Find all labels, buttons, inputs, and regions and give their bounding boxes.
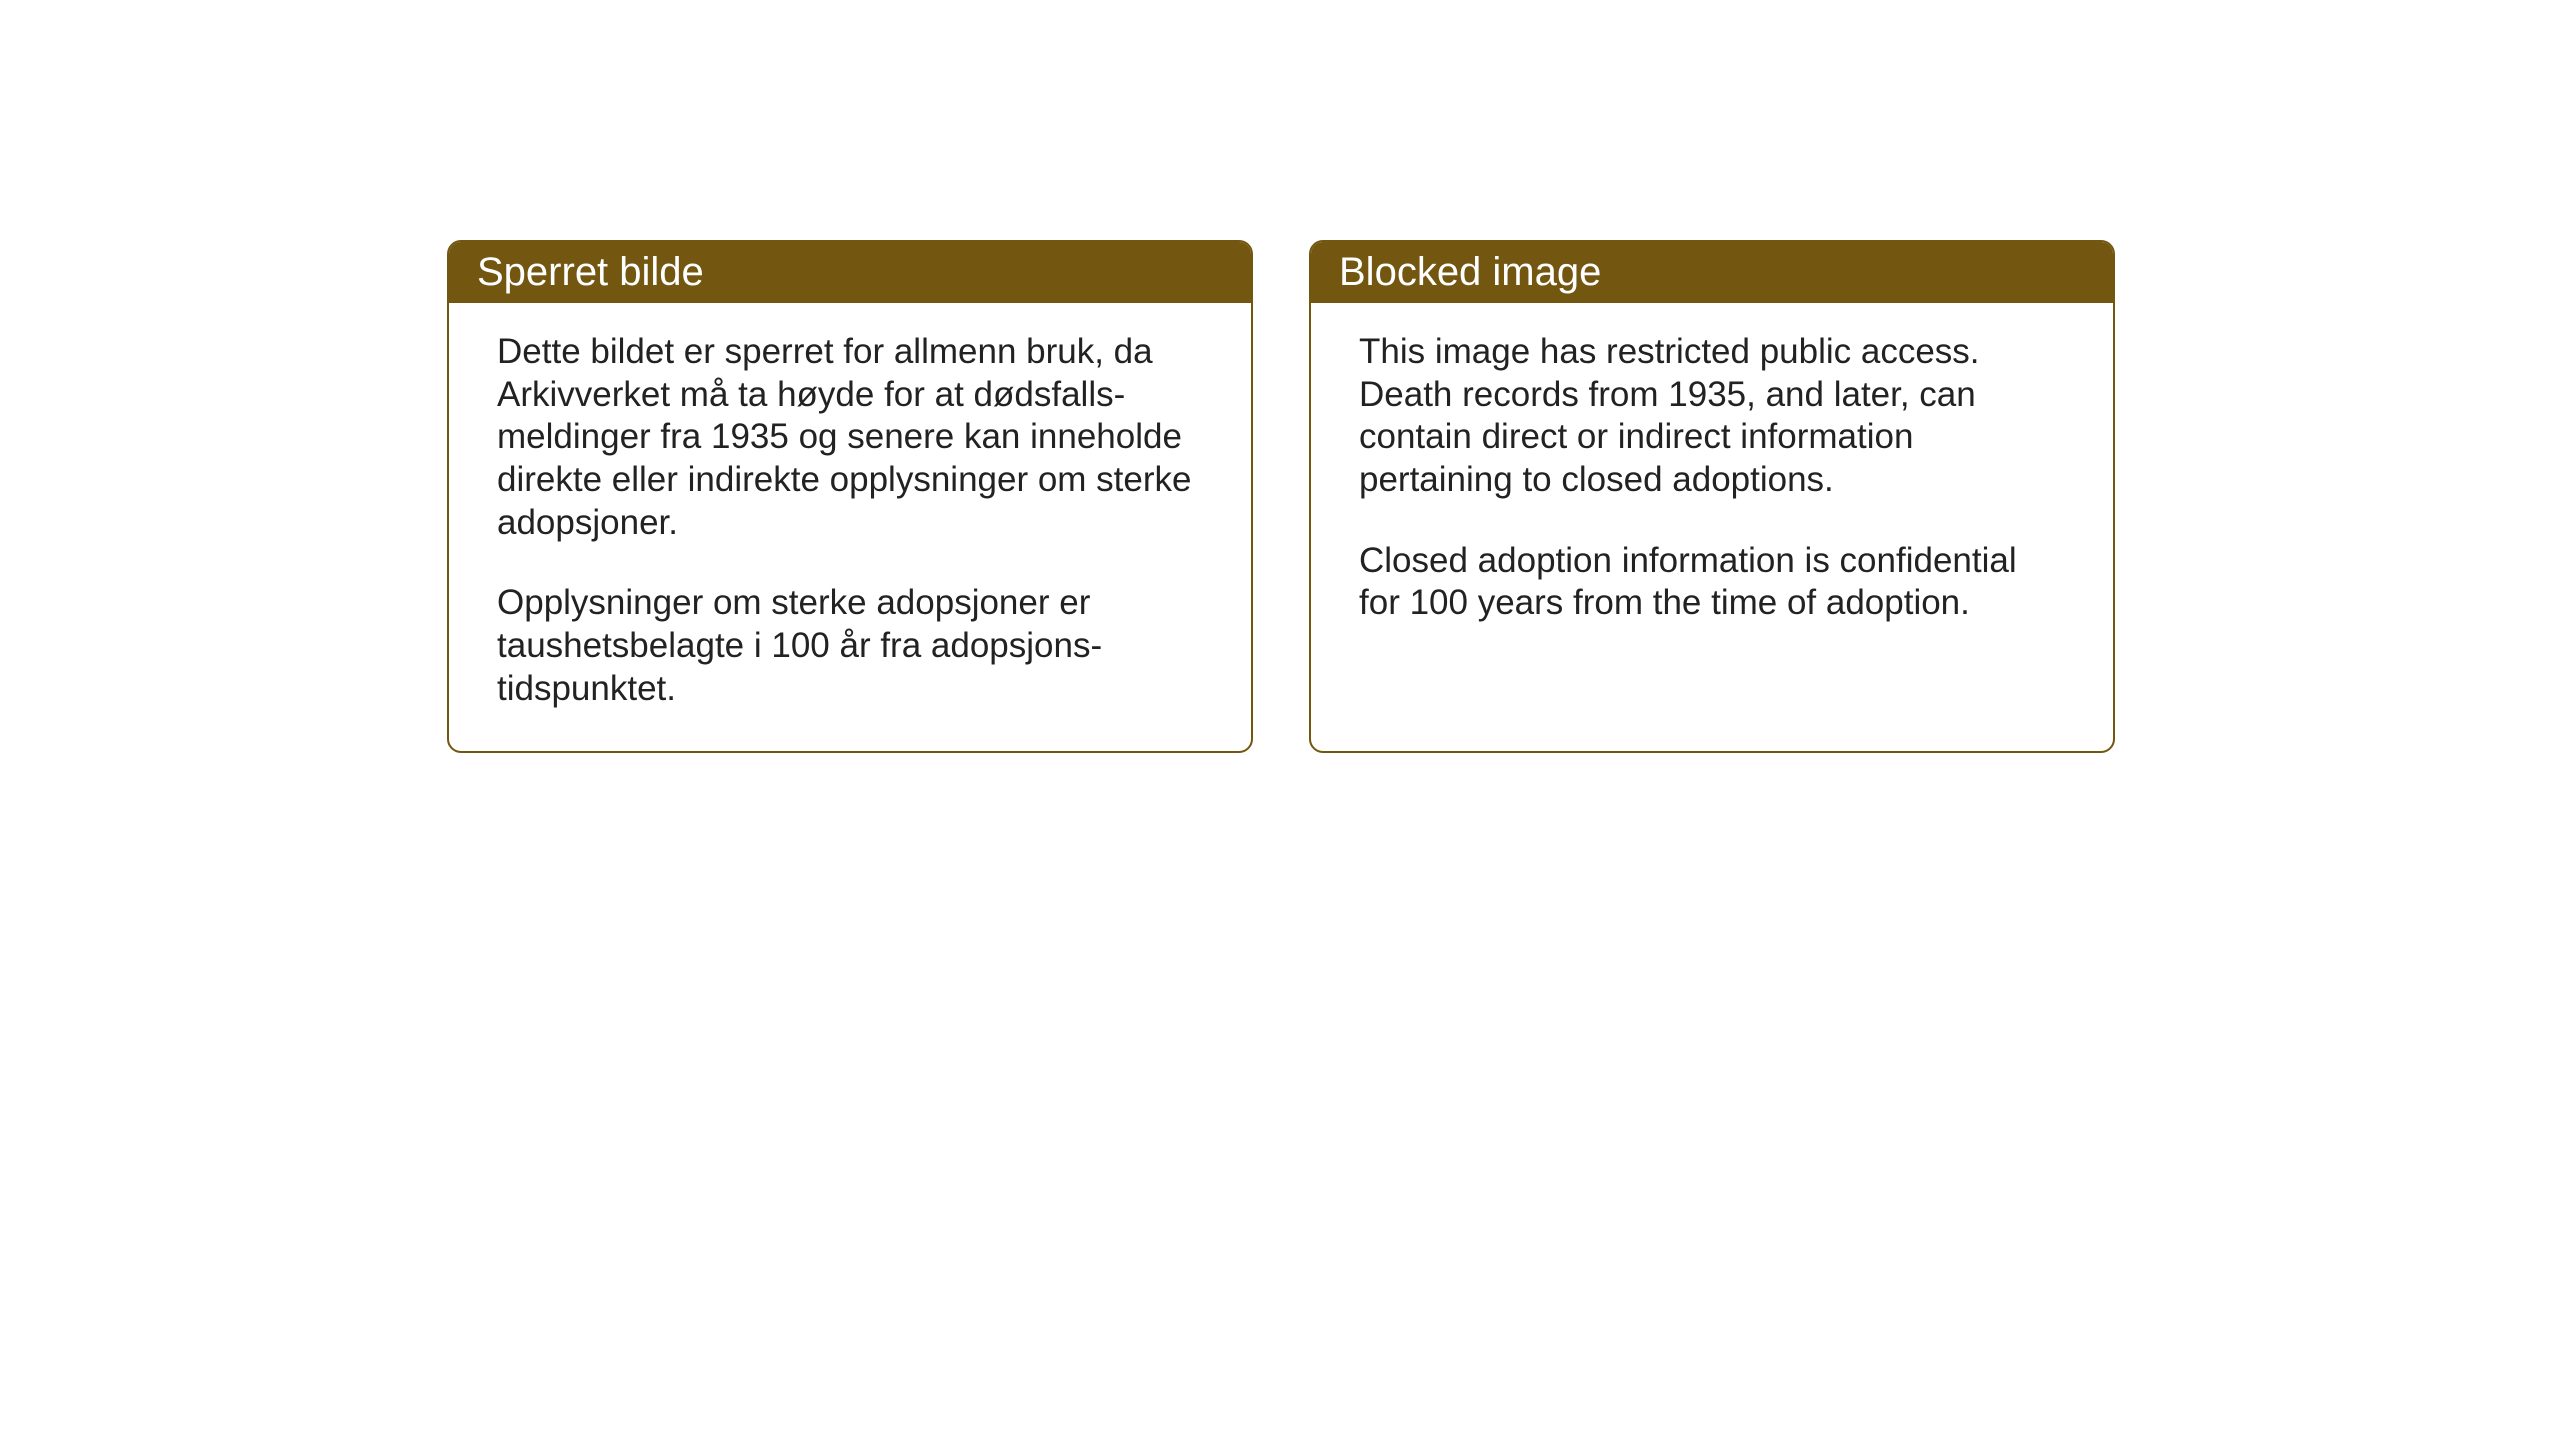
norwegian-notice-card: Sperret bilde Dette bildet er sperret fo… <box>447 240 1253 753</box>
notice-container: Sperret bilde Dette bildet er sperret fo… <box>447 240 2115 753</box>
english-card-body: This image has restricted public access.… <box>1311 303 2113 751</box>
norwegian-card-title: Sperret bilde <box>449 242 1251 303</box>
norwegian-paragraph-1: Dette bildet er sperret for allmenn bruk… <box>497 331 1203 544</box>
norwegian-card-body: Dette bildet er sperret for allmenn bruk… <box>449 303 1251 747</box>
english-notice-card: Blocked image This image has restricted … <box>1309 240 2115 753</box>
english-paragraph-1: This image has restricted public access.… <box>1359 331 2065 502</box>
norwegian-paragraph-2: Opplysninger om sterke adopsjoner er tau… <box>497 582 1203 710</box>
english-card-title: Blocked image <box>1311 242 2113 303</box>
english-paragraph-2: Closed adoption information is confident… <box>1359 540 2065 625</box>
